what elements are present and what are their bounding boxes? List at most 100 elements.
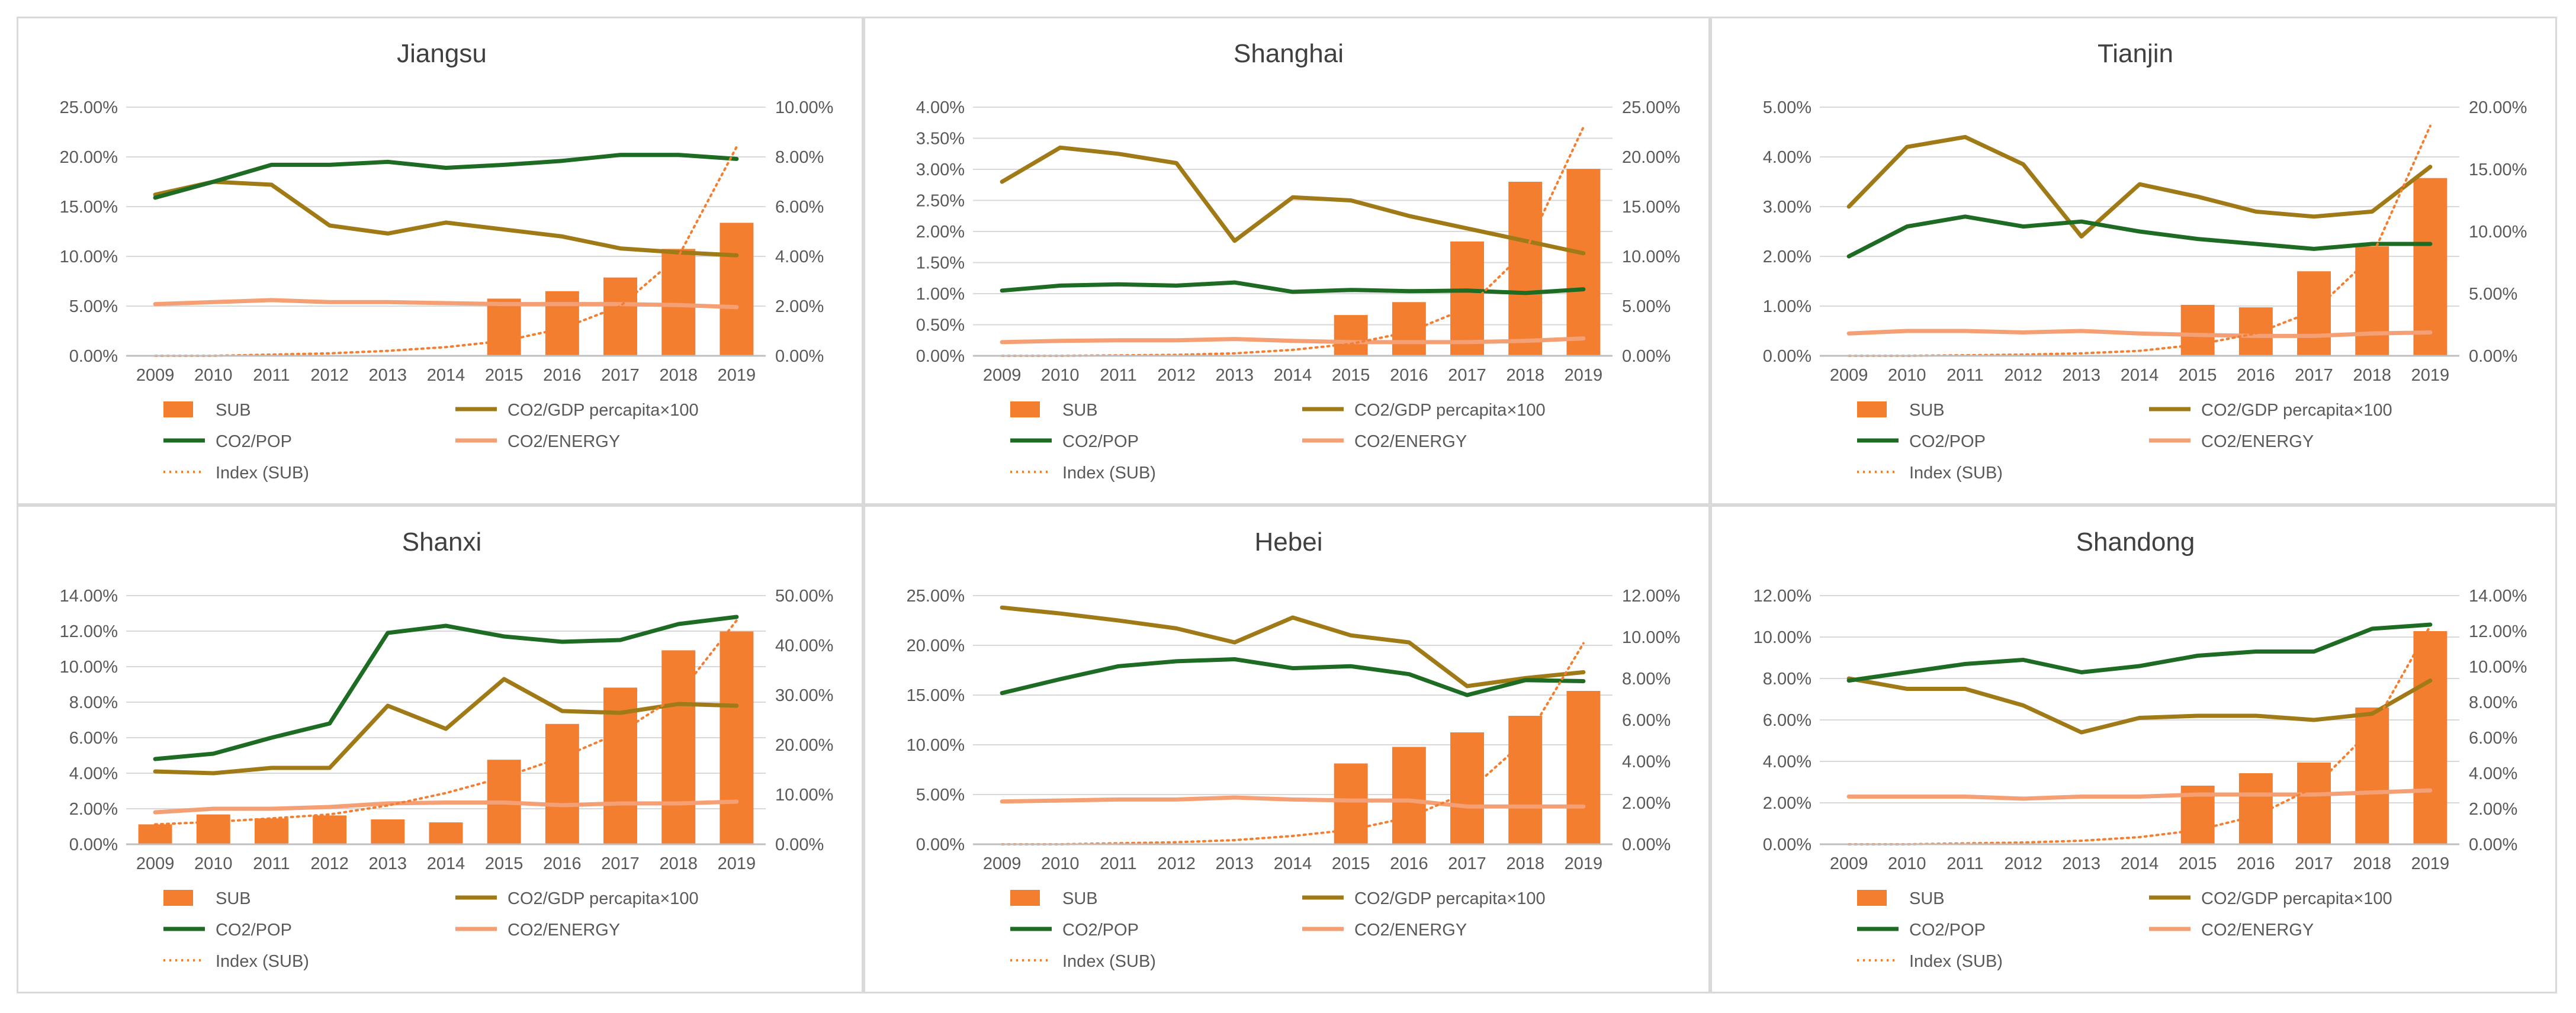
right-axis-tick-label: 2.00% — [1622, 794, 1671, 813]
left-axis-tick-label: 5.00% — [69, 297, 118, 316]
chart-title: Tianjin — [2098, 39, 2173, 68]
left-axis-tick-label: 3.50% — [916, 130, 965, 149]
bar-sub-2019 — [2413, 631, 2447, 844]
left-axis-tick-label: 0.50% — [916, 316, 965, 335]
legend-swatch-sub — [1857, 890, 1887, 906]
legend-label-sub: SUB — [216, 401, 251, 420]
bar-sub-2019 — [1566, 169, 1601, 356]
x-axis-tick-label: 2009 — [136, 854, 175, 873]
bar-sub-2018 — [1508, 716, 1543, 844]
left-axis-tick-label: 2.00% — [916, 223, 965, 242]
chart-title: Jiangsu — [397, 39, 487, 68]
left-axis-tick-label: 20.00% — [907, 636, 965, 655]
chart-svg: Tianjin 0.00% 1.00% 2.00% 3.00% 4.00% 5.00% 0.0… — [1763, 39, 2527, 483]
legend-label-co2-energy: CO2/ENERGY — [2201, 921, 2314, 940]
right-axis-tick-label: 10.00% — [775, 98, 833, 117]
right-axis-tick-label: 20.00% — [1622, 148, 1680, 167]
right-axis-tick-label: 4.00% — [2469, 764, 2517, 783]
chart-panel-jiangsu: Jiangsu 0.00% 5.00% 10.00% 15.00% 20.00% 25.00… — [17, 17, 863, 505]
series-line-co2-pop — [1000, 280, 1586, 295]
x-axis-tick-label: 2015 — [1332, 366, 1370, 385]
legend-label-co2-pop: CO2/POP — [1062, 432, 1139, 451]
bar-sub-2013 — [371, 819, 405, 844]
right-axis-tick-label: 8.00% — [775, 148, 824, 167]
x-axis-tick-label: 2019 — [718, 366, 756, 385]
series-line-co2-gdp-percapita-100 — [1000, 605, 1586, 689]
right-axis-tick-label: 6.00% — [775, 198, 824, 217]
series-line-co2-pop — [153, 615, 739, 761]
chart-svg: Shanxi 0.00% 2.00% 4.00% 6.00% 8.00% 10.00% 12.… — [60, 528, 834, 971]
x-axis-tick-label: 2012 — [310, 366, 349, 385]
x-axis-tick-label: 2011 — [1100, 854, 1136, 873]
bar-sub-2017 — [603, 277, 638, 356]
x-axis-tick-label: 2016 — [1390, 366, 1428, 385]
left-axis-tick-label: 6.00% — [1763, 711, 1811, 730]
right-axis-tick-label: 4.00% — [775, 247, 824, 266]
left-axis-tick-label: 8.00% — [69, 693, 118, 712]
bar-sub-2019 — [1566, 691, 1601, 844]
right-axis-tick-label: 0.00% — [775, 835, 824, 854]
x-axis-tick-label: 2015 — [485, 854, 523, 873]
right-axis-tick-label: 0.00% — [1622, 347, 1671, 366]
chart-panel-shanghai: Shanghai 0.00% 0.50% 1.00% 1.50% 2.00% 2.50% 3.… — [863, 17, 1710, 505]
left-axis-tick-label: 5.00% — [1763, 98, 1811, 117]
x-axis-tick-label: 2014 — [2121, 854, 2159, 873]
legend-label-sub: SUB — [1909, 401, 1945, 420]
x-axis-tick-label: 2009 — [1830, 366, 1868, 385]
chart-panel-shandong: Shandong 0.00% 2.00% 4.00% 6.00% 8.00% 10.00% 1… — [1710, 505, 2557, 993]
x-axis-tick-label: 2014 — [427, 854, 465, 873]
x-axis-tick-label: 2014 — [1274, 854, 1312, 873]
left-axis-tick-label: 2.00% — [1763, 794, 1811, 813]
bar-sub-2019 — [2413, 178, 2447, 356]
legend-label-index-sub: Index (SUB) — [1062, 952, 1156, 971]
x-axis-tick-label: 2010 — [1888, 366, 1926, 385]
series-line-co2-gdp-percapita-100 — [1000, 145, 1586, 256]
chart-title: Shanghai — [1234, 39, 1344, 68]
bar-sub-2011 — [254, 818, 288, 844]
left-axis-tick-label: 1.00% — [916, 285, 965, 304]
x-axis-tick-label: 2018 — [659, 366, 698, 385]
series-line-co2-energy — [153, 298, 739, 310]
legend-label-index-sub: Index (SUB) — [1909, 464, 2003, 483]
legend-label-co2-energy: CO2/ENERGY — [508, 921, 620, 940]
right-axis-tick-label: 6.00% — [2469, 729, 2517, 748]
legend-label-co2-gdp-percapita-100: CO2/GDP percapita×100 — [1354, 401, 1546, 420]
bar-sub-2015 — [487, 298, 521, 356]
legend-label-co2-gdp-percapita-100: CO2/GDP percapita×100 — [508, 889, 699, 908]
series-line-co2-pop — [1000, 657, 1586, 697]
left-axis-tick-label: 0.00% — [69, 347, 118, 366]
legend-swatch-sub — [1010, 890, 1040, 906]
right-axis-tick-label: 0.00% — [2469, 347, 2517, 366]
right-axis-tick-label: 10.00% — [1622, 628, 1680, 647]
x-axis-tick-label: 2016 — [543, 366, 582, 385]
x-axis-tick-label: 2017 — [601, 366, 640, 385]
right-axis-tick-label: 4.00% — [1622, 752, 1671, 771]
left-axis-tick-label: 14.00% — [60, 587, 118, 606]
series-line-co2-energy — [1846, 788, 2433, 801]
legend-label-co2-energy: CO2/ENERGY — [1354, 432, 1467, 451]
x-axis-tick-label: 2019 — [2411, 366, 2450, 385]
x-axis-tick-label: 2019 — [2411, 854, 2450, 873]
bar-sub-2012 — [313, 815, 347, 844]
x-axis-tick-label: 2015 — [2179, 366, 2217, 385]
x-axis-tick-label: 2017 — [1448, 366, 1486, 385]
x-axis-tick-label: 2012 — [2004, 854, 2042, 873]
left-axis-tick-label: 4.00% — [1763, 148, 1811, 167]
left-axis-tick-label: 12.00% — [60, 622, 118, 641]
bar-sub-2018 — [2355, 246, 2389, 356]
series-line-co2-gdp-percapita-100 — [153, 179, 739, 258]
left-axis-tick-label: 3.00% — [1763, 198, 1811, 217]
x-axis-tick-label: 2012 — [1157, 854, 1196, 873]
left-axis-tick-label: 12.00% — [1753, 587, 1811, 606]
x-axis-tick-label: 2013 — [1216, 366, 1254, 385]
series-line-index-sub — [1848, 625, 2432, 845]
x-axis-tick-label: 2018 — [1506, 854, 1544, 873]
legend-swatch-sub — [1010, 401, 1040, 417]
chart-panel-shanxi: Shanxi 0.00% 2.00% 4.00% 6.00% 8.00% 10.00% 12.… — [17, 505, 863, 993]
legend-label-sub: SUB — [216, 889, 251, 908]
series-line-co2-pop — [1846, 622, 2433, 683]
bar-sub-2015 — [2180, 304, 2215, 356]
legend-label-co2-energy: CO2/ENERGY — [1354, 921, 1467, 940]
legend-label-sub: SUB — [1062, 401, 1098, 420]
